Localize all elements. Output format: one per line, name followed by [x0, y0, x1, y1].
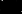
Bar [4, 4, 7, 5]
Text: TRANSPORTATION
SYSTEM: TRANSPORTATION SYSTEM [0, 0, 22, 14]
Bar [4, 7, 7, 8]
Text: 45: 45 [0, 0, 22, 4]
Text: 5: 5 [0, 12, 13, 14]
Text: CONTROL PORTION: CONTROL PORTION [0, 0, 22, 14]
Text: 42: 42 [6, 0, 22, 14]
Bar [16, 7, 19, 9]
Text: A1: A1 [0, 0, 22, 4]
Text: 44: 44 [7, 0, 22, 14]
Bar [4, 4, 7, 9]
Text: 6: 6 [5, 12, 22, 14]
Text: ADJUSTMENT
COMPUTER: ADJUSTMENT COMPUTER [0, 0, 22, 14]
Bar [4, 4, 7, 9]
Bar [16, 6, 19, 7]
Text: PROCESSING UNIT: PROCESSING UNIT [0, 0, 22, 14]
Bar [12, 11, 15, 12]
Text: Ww: Ww [7, 0, 22, 14]
Text: HEATING UNIT: HEATING UNIT [0, 0, 22, 14]
Bar [4, 4, 7, 5]
Bar [16, 4, 19, 5]
Text: Cw: Cw [0, 0, 3, 14]
Bar [3, 11, 6, 12]
